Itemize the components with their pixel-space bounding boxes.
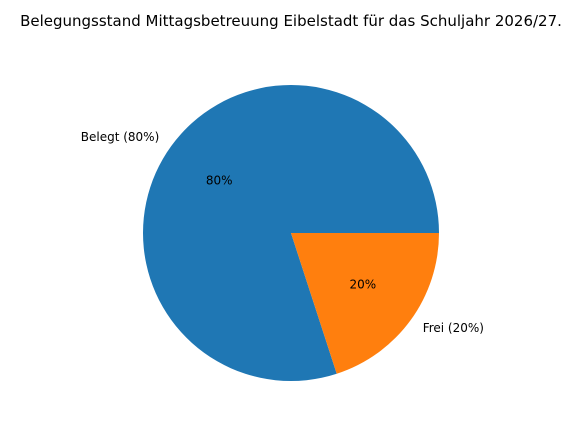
slice-percent-1: 20% — [350, 278, 377, 292]
pie-slice-1 — [291, 233, 439, 374]
chart-title: Belegungsstand Mittagsbetreuung Eibelsta… — [20, 12, 562, 30]
pie-slices — [143, 85, 439, 382]
pie-slice-0 — [143, 85, 439, 382]
slice-percent-0: 80% — [206, 173, 233, 187]
pie-labels: Belegt (80%) 80% Frei (20%) 20% — [81, 130, 484, 335]
slice-label-0: Belegt (80%) — [81, 130, 160, 144]
slice-label-1: Frei (20%) — [423, 321, 484, 335]
